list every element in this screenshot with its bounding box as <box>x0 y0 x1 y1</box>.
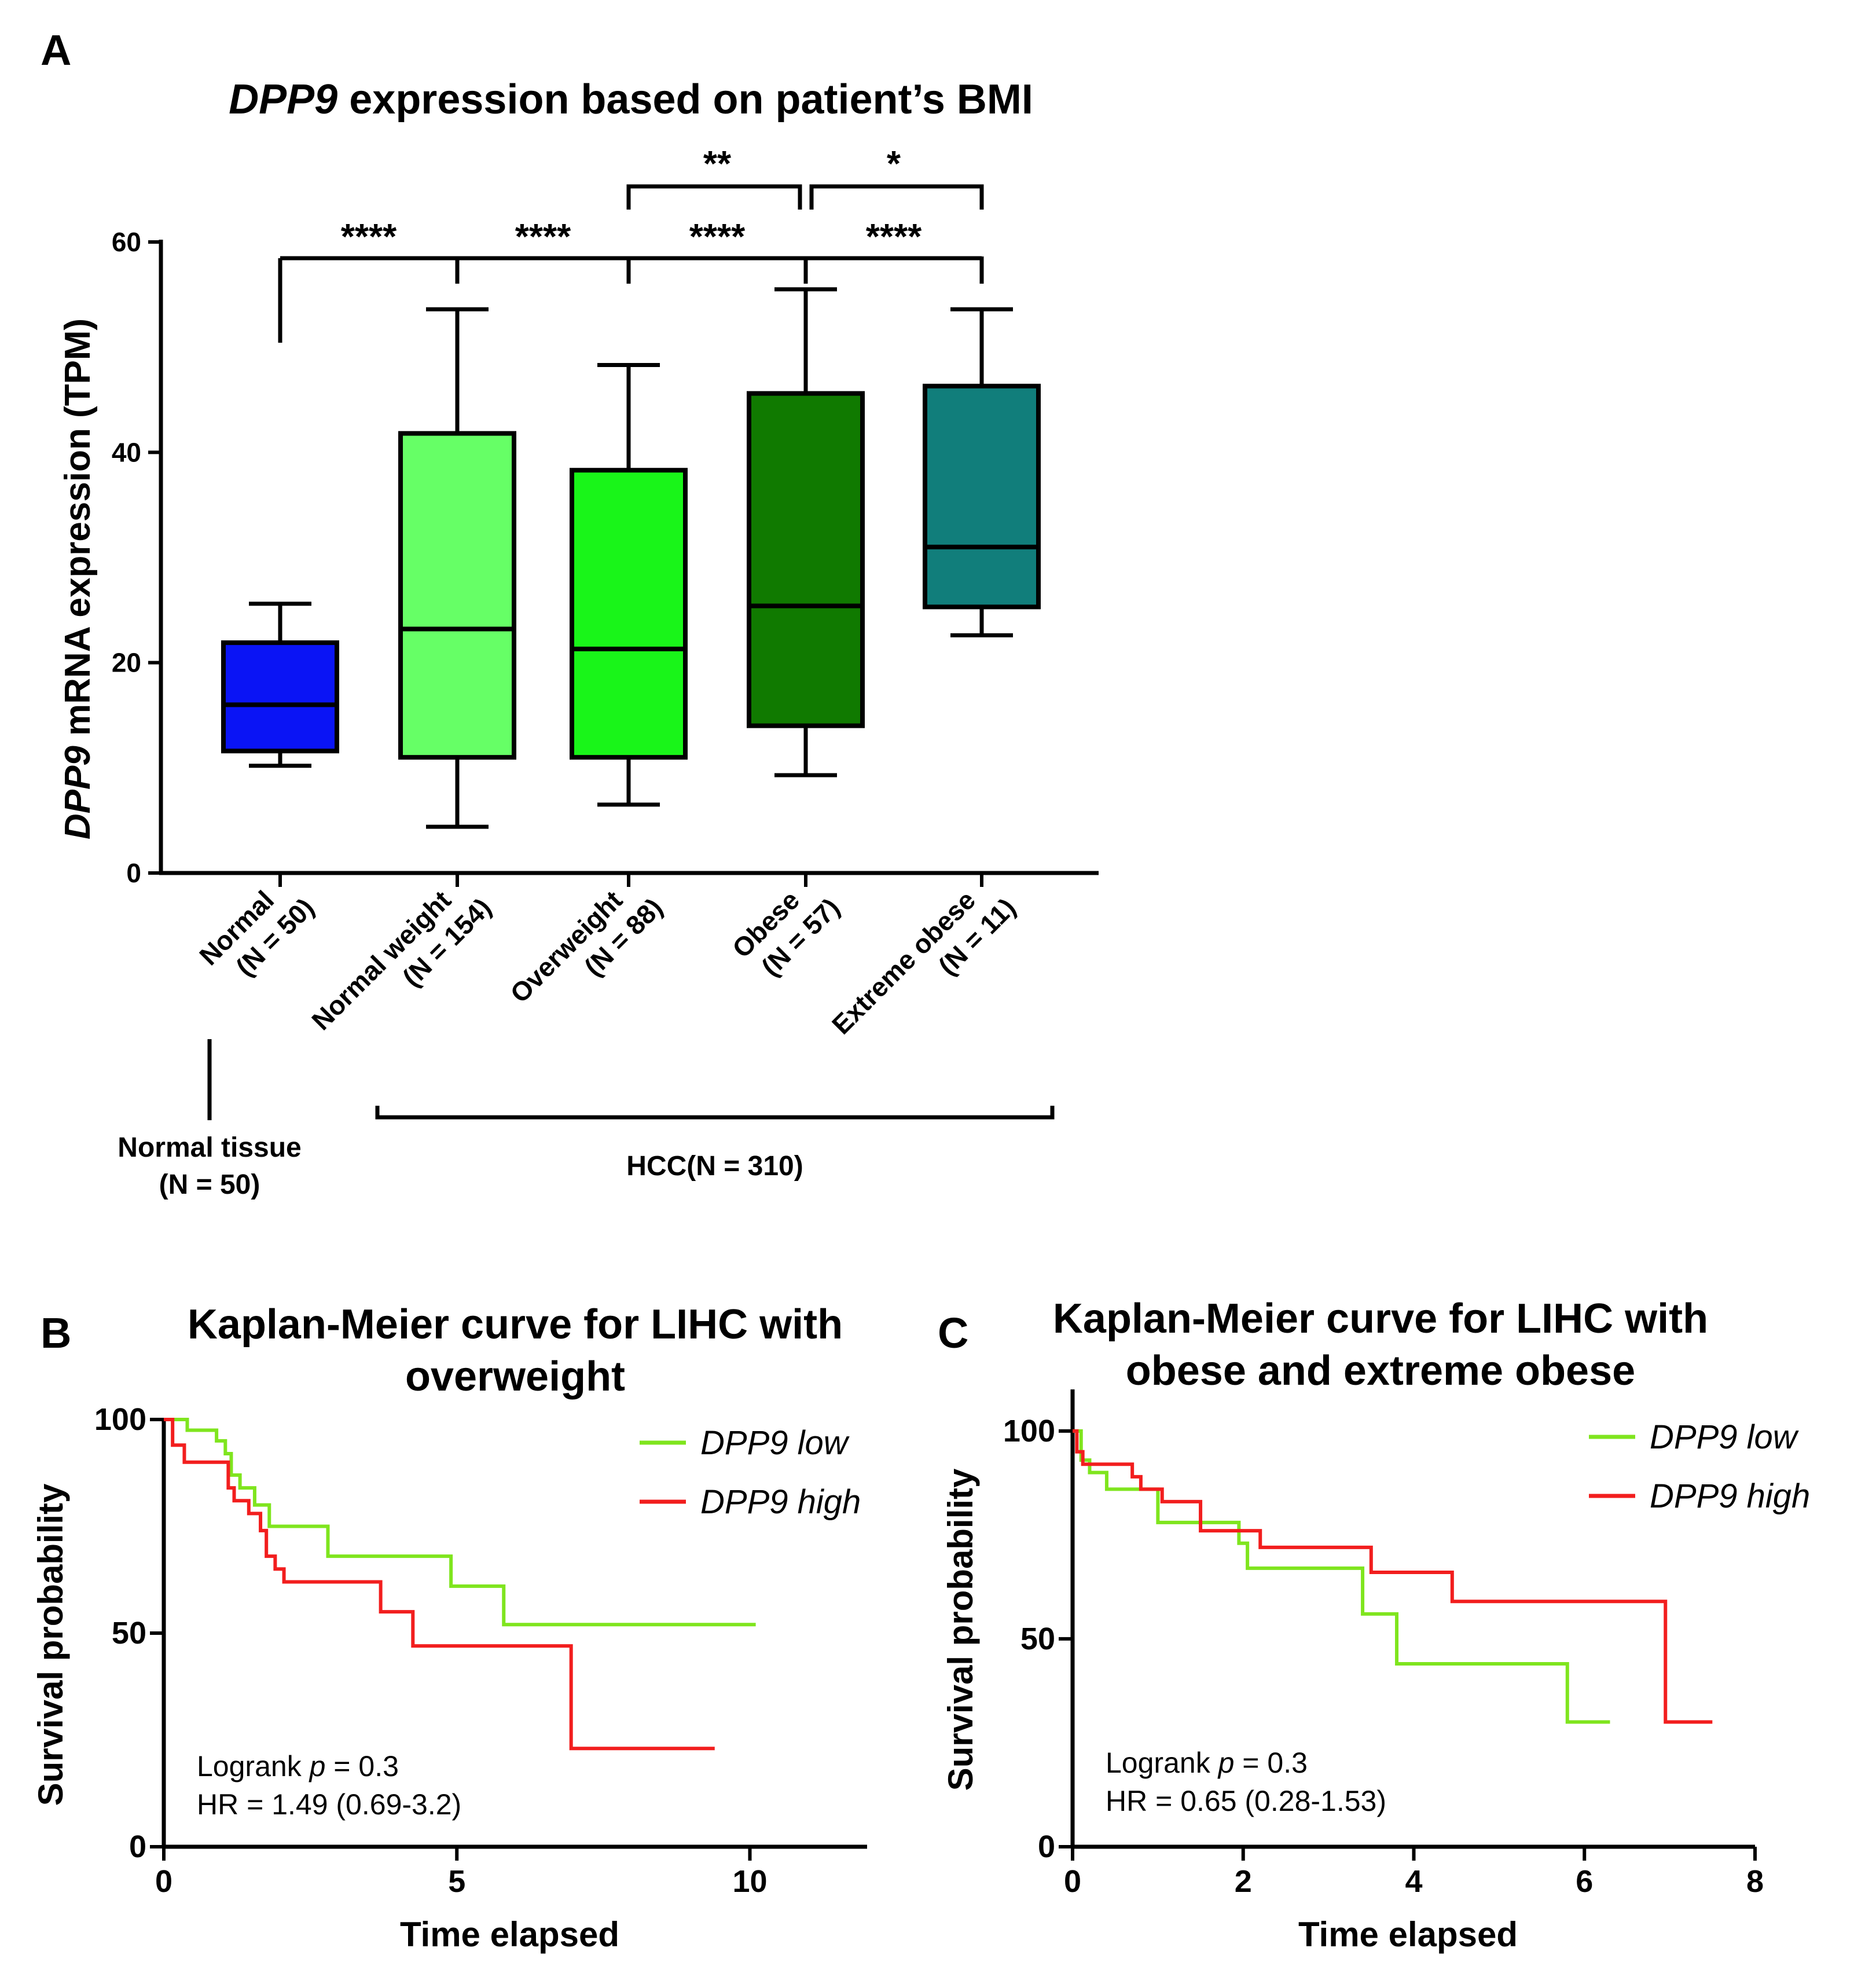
km-chart-obese: Kaplan-Meier curve for LIHC with obese an… <box>941 1296 1810 1954</box>
panel-b-letter: B <box>41 1309 71 1357</box>
panel-a-letter: A <box>41 26 71 74</box>
box-plot-boxes <box>221 287 1041 829</box>
km-legend-label: DPP9 high <box>700 1483 861 1521</box>
hcc-label: HCC(N = 310) <box>626 1151 803 1182</box>
category-label: Normal weight(N = 154) <box>306 885 497 1036</box>
km-title-line1: Kaplan-Meier curve for LIHC with <box>188 1301 843 1348</box>
normal-tissue-count: (N = 50) <box>159 1169 260 1200</box>
category-label: Normal(N = 50) <box>193 885 320 982</box>
panel-a-title-gene: DPP9 <box>229 76 337 123</box>
sig-stars: **** <box>341 217 397 257</box>
category-label: Overweight(N = 88) <box>504 885 668 1008</box>
box-overweight <box>570 363 688 807</box>
km-logrank-prefix: Logrank <box>197 1750 310 1782</box>
panel-a-title: DPP9 expression based on patient’s BMI <box>229 76 1033 123</box>
panel-a: A DPP9 expression based on patient’s BMI… <box>41 26 1099 1200</box>
category-label: Obese(N = 57) <box>726 885 846 982</box>
km-x-tick-label: 0 <box>1064 1864 1081 1899</box>
km-title-line2: obese and extreme obese <box>1126 1348 1635 1394</box>
km-y-axis-title: Survival probability <box>941 1468 980 1791</box>
km-y-tick-label: 0 <box>129 1829 146 1864</box>
km-logrank-p: p <box>309 1750 326 1782</box>
box-obese <box>747 287 865 777</box>
sig-stars: **** <box>689 217 746 257</box>
km-curve-low <box>1073 1429 1610 1724</box>
km-y-axis-title: Survival probability <box>31 1483 70 1806</box>
box-normal-weight <box>398 307 516 829</box>
km-logrank: Logrank p = 0.3 <box>197 1750 399 1782</box>
sig-stars-upper: * <box>887 144 901 184</box>
km-curve-high <box>1073 1429 1713 1724</box>
km-chart-overweight: Kaplan-Meier curve for LIHC with overweig… <box>31 1301 867 1954</box>
km-legend-label: DPP9 high <box>1650 1477 1810 1515</box>
km-x-tick-label: 0 <box>155 1864 172 1899</box>
box-iqr <box>570 468 688 760</box>
panel-b: B Kaplan-Meier curve for LIHC with overwe… <box>31 1301 867 1954</box>
panel-a-ylabel-gene: DPP9 <box>58 746 98 839</box>
sig-stars: **** <box>866 217 922 257</box>
km-curve-high <box>164 1418 715 1751</box>
km-x-tick-label: 8 <box>1746 1864 1764 1899</box>
panel-a-title-rest: expression based on patient’s BMI <box>337 76 1033 123</box>
km-curve-low <box>164 1418 756 1627</box>
y-tick-label: 20 <box>112 648 141 678</box>
km-x-tick-label: 5 <box>448 1864 465 1899</box>
km-x-axis-title: Time elapsed <box>400 1915 619 1954</box>
normal-tissue-label: Normal tissue <box>118 1132 301 1163</box>
km-title-line2: overweight <box>405 1354 625 1400</box>
panel-a-ylabel-rest: mRNA expression (TPM) <box>58 318 98 746</box>
category-label: Extreme obese(N = 11) <box>826 885 1021 1040</box>
box-normal <box>221 601 339 768</box>
km-x-tick-label: 2 <box>1235 1864 1252 1899</box>
km-hazard-ratio: HR = 0.65 (0.28-1.53) <box>1106 1785 1386 1817</box>
box-iqr <box>923 383 1041 610</box>
sig-stars-upper: ** <box>703 144 732 184</box>
km-y-tick-label: 50 <box>1020 1622 1055 1656</box>
km-legend-label: DPP9 low <box>1650 1418 1799 1456</box>
km-x-axis-title: Time elapsed <box>1298 1915 1518 1954</box>
km-logrank: Logrank p = 0.3 <box>1106 1747 1308 1779</box>
sig-bracket-upper-left <box>626 184 802 210</box>
sig-stars: **** <box>515 217 571 257</box>
km-x-tick-label: 10 <box>732 1864 767 1899</box>
km-logrank-prefix: Logrank <box>1106 1747 1218 1779</box>
box-iqr <box>221 640 339 754</box>
box-extreme-obese <box>923 307 1041 637</box>
hcc-bracket <box>375 1106 1055 1120</box>
km-logrank-p: p <box>1217 1747 1235 1779</box>
category-labels: Normal(N = 50)Normal weight(N = 154) Over… <box>193 885 1021 1040</box>
km-legend-label: DPP9 low <box>700 1424 850 1462</box>
km-x-tick-label: 6 <box>1576 1864 1593 1899</box>
km-x-tick-label: 4 <box>1405 1864 1422 1899</box>
panel-a-ylabel: DPP9 mRNA expression (TPM) <box>58 318 98 839</box>
significance-brackets: **** **** **** ****** * <box>278 144 984 343</box>
km-y-tick-label: 100 <box>1003 1414 1055 1448</box>
km-y-tick-label: 100 <box>94 1402 146 1437</box>
km-hazard-ratio: HR = 1.49 (0.69-3.2) <box>197 1788 461 1821</box>
box-plot-axes: 0 20 40 60 <box>112 227 1099 888</box>
y-tick-label: 40 <box>112 437 141 467</box>
panel-c: C Kaplan-Meier curve for LIHC with obese … <box>938 1296 1810 1954</box>
km-title-line1: Kaplan-Meier curve for LIHC with <box>1053 1296 1708 1342</box>
sig-bracket-upper-right <box>809 184 984 210</box>
box-iqr <box>398 431 516 760</box>
km-y-tick-label: 50 <box>112 1616 146 1650</box>
box-iqr <box>747 391 865 728</box>
km-y-tick-label: 0 <box>1038 1829 1055 1864</box>
panel-c-letter: C <box>938 1309 968 1357</box>
km-logrank-value: = 0.3 <box>325 1750 399 1782</box>
y-tick-label: 0 <box>126 858 141 888</box>
km-logrank-value: = 0.3 <box>1234 1747 1308 1779</box>
y-tick-label: 60 <box>112 227 141 257</box>
